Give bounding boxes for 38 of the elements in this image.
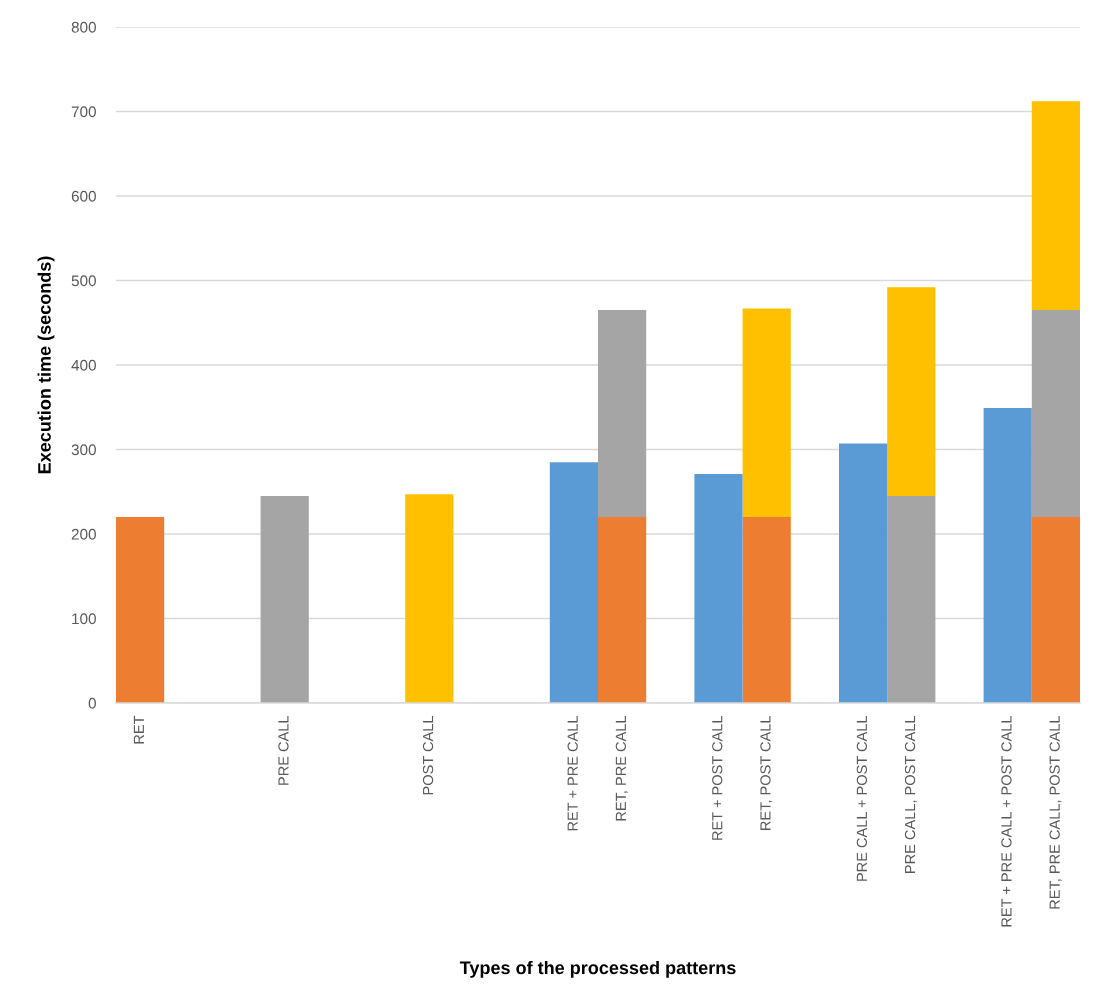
bar bbox=[742, 517, 791, 703]
bar bbox=[116, 517, 165, 703]
y-axis-title: Execution time (seconds) bbox=[37, 256, 55, 474]
bar bbox=[742, 308, 791, 518]
bar bbox=[405, 494, 454, 703]
bar bbox=[1031, 310, 1080, 518]
x-tick-label: PRE CALL, POST CALL bbox=[904, 715, 917, 873]
y-tick-label: 200 bbox=[71, 528, 96, 540]
x-tick-label: RET bbox=[133, 715, 144, 744]
x-axis-title: Types of the processed patterns bbox=[459, 960, 736, 978]
y-tick-label: 100 bbox=[72, 613, 96, 625]
bar bbox=[1031, 517, 1080, 703]
bar bbox=[598, 310, 647, 518]
y-tick-label: 300 bbox=[71, 444, 96, 456]
bar bbox=[887, 287, 936, 496]
x-tick-label: RET + PRE CALL + POST CALL bbox=[1001, 715, 1012, 927]
bar bbox=[694, 474, 743, 703]
y-tick-label: 800 bbox=[71, 21, 96, 33]
x-tick-label: PRE CALL + POST CALL bbox=[856, 715, 868, 881]
y-tick-label: 600 bbox=[71, 190, 96, 202]
bar bbox=[983, 408, 1032, 703]
y-tick-label: 0 bbox=[88, 697, 96, 709]
x-tick-label: RET, PRE CALL bbox=[615, 715, 628, 821]
y-tick-label: 700 bbox=[71, 106, 96, 118]
x-tick-label: RET, PRE CALL, POST CALL bbox=[1049, 715, 1062, 909]
y-tick-label: 400 bbox=[71, 359, 96, 371]
bar bbox=[598, 517, 647, 703]
bar bbox=[839, 443, 888, 703]
x-tick-label: RET + POST CALL bbox=[712, 715, 723, 840]
bar bbox=[1031, 101, 1080, 311]
y-tick-label: 500 bbox=[71, 275, 96, 287]
x-tick-label: PRE CALL bbox=[278, 715, 289, 785]
bar bbox=[549, 462, 598, 703]
x-tick-label: POST CALL bbox=[422, 715, 434, 795]
x-tick-label: RET, POST CALL bbox=[760, 715, 773, 830]
x-tick-label: RET + PRE CALL bbox=[567, 715, 578, 831]
bar bbox=[260, 495, 309, 703]
bar bbox=[887, 495, 936, 703]
